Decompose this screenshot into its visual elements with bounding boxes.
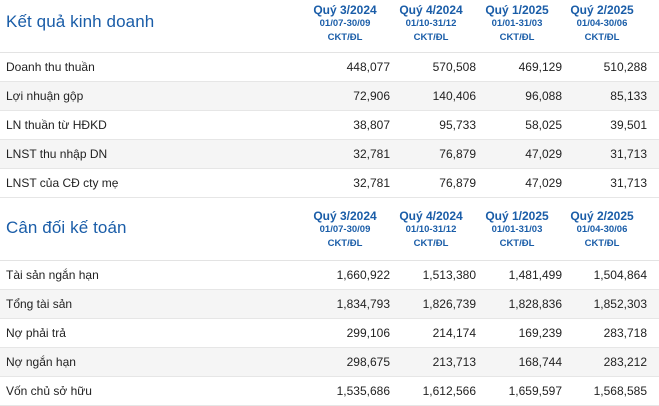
cell-value: 213,713 <box>432 355 476 369</box>
cell-value: 1,852,303 <box>593 297 647 311</box>
cell-value: 95,733 <box>439 118 476 132</box>
row-label[interactable]: Doanh thu thuần <box>6 60 95 74</box>
col-dates: 01/07-30/09 <box>319 18 371 29</box>
cell-value: 76,879 <box>439 176 476 190</box>
col-quarter: Quý 4/2024 <box>399 209 463 223</box>
table-row: LN thuần từ HĐKD 38,807 95,733 58,025 39… <box>0 111 659 140</box>
row-label[interactable]: Vốn chủ sở hữu <box>6 384 92 398</box>
col-quarter: Quý 2/2025 <box>570 209 634 223</box>
cell-value: 283,718 <box>603 326 647 340</box>
income-statement-section: Kết quả kinh doanh Quý 3/2024 01/07-30/0… <box>0 0 659 198</box>
balance-col-q1-2025[interactable]: Quý 1/2025 01/01-31/03 CKT/ĐL <box>472 209 562 251</box>
row-label[interactable]: LNST thu nhập DN <box>6 147 108 161</box>
col-unit: CKT/ĐL <box>413 32 449 43</box>
cell-value: 96,088 <box>525 89 562 103</box>
col-dates: 01/04-30/06 <box>576 224 628 235</box>
cell-value: 469,129 <box>518 60 562 74</box>
cell-value: 38,807 <box>353 118 390 132</box>
row-label[interactable]: Tổng tài sản <box>6 297 73 311</box>
cell-value: 1,834,793 <box>336 297 390 311</box>
cell-value: 58,025 <box>525 118 562 132</box>
col-quarter: Quý 3/2024 <box>313 209 377 223</box>
col-dates: 01/10-31/12 <box>405 18 457 29</box>
cell-value: 1,535,686 <box>336 384 390 398</box>
cell-value: 298,675 <box>346 355 390 369</box>
cell-value: 1,826,739 <box>422 297 476 311</box>
balance-col-q3-2024[interactable]: Quý 3/2024 01/07-30/09 CKT/ĐL <box>300 209 390 251</box>
table-row: Nợ ngắn hạn 298,675 213,713 168,744 283,… <box>0 348 659 377</box>
table-row: Tổng tài sản 1,834,793 1,826,739 1,828,8… <box>0 290 659 319</box>
cell-value: 1,828,836 <box>508 297 562 311</box>
cell-value: 39,501 <box>610 118 647 132</box>
cell-value: 1,568,585 <box>593 384 647 398</box>
cell-value: 31,713 <box>610 176 647 190</box>
row-label[interactable]: Nợ phải trả <box>6 326 66 340</box>
income-header: Kết quả kinh doanh Quý 3/2024 01/07-30/0… <box>0 0 659 53</box>
col-unit: CKT/ĐL <box>327 32 363 43</box>
col-quarter: Quý 1/2025 <box>485 3 549 17</box>
cell-value: 283,212 <box>603 355 647 369</box>
balance-sheet-section: Cân đối kế toán Quý 3/2024 01/07-30/09 C… <box>0 200 659 406</box>
row-label[interactable]: Tài sản ngắn hạn <box>6 268 99 282</box>
col-dates: 01/07-30/09 <box>319 224 371 235</box>
cell-value: 72,906 <box>353 89 390 103</box>
cell-value: 32,781 <box>353 176 390 190</box>
cell-value: 299,106 <box>346 326 390 340</box>
cell-value: 32,781 <box>353 147 390 161</box>
cell-value: 448,077 <box>346 60 390 74</box>
col-unit: CKT/ĐL <box>499 238 535 249</box>
table-row: LNST thu nhập DN 32,781 76,879 47,029 31… <box>0 140 659 169</box>
table-row: LNST của CĐ cty mẹ 32,781 76,879 47,029 … <box>0 169 659 198</box>
table-row: Tài sản ngắn hạn 1,660,922 1,513,380 1,4… <box>0 261 659 290</box>
balance-col-q2-2025[interactable]: Quý 2/2025 01/04-30/06 CKT/ĐL <box>557 209 647 251</box>
cell-value: 1,659,597 <box>508 384 562 398</box>
cell-value: 76,879 <box>439 147 476 161</box>
balance-header: Cân đối kế toán Quý 3/2024 01/07-30/09 C… <box>0 200 659 261</box>
income-col-q1-2025[interactable]: Quý 1/2025 01/01-31/03 CKT/ĐL <box>472 3 562 45</box>
col-dates: 01/01-31/03 <box>491 18 543 29</box>
col-dates: 01/01-31/03 <box>491 224 543 235</box>
cell-value: 1,612,566 <box>422 384 476 398</box>
table-row: Doanh thu thuần 448,077 570,508 469,129 … <box>0 53 659 82</box>
balance-title[interactable]: Cân đối kế toán <box>6 218 127 237</box>
table-row: Nợ phải trả 299,106 214,174 169,239 283,… <box>0 319 659 348</box>
cell-value: 1,481,499 <box>508 268 562 282</box>
cell-value: 168,744 <box>518 355 562 369</box>
cell-value: 47,029 <box>525 147 562 161</box>
table-row: Lợi nhuận gộp 72,906 140,406 96,088 85,1… <box>0 82 659 111</box>
col-quarter: Quý 4/2024 <box>399 3 463 17</box>
cell-value: 169,239 <box>518 326 562 340</box>
income-col-q2-2025[interactable]: Quý 2/2025 01/04-30/06 CKT/ĐL <box>557 3 647 45</box>
cell-value: 140,406 <box>432 89 476 103</box>
cell-value: 47,029 <box>525 176 562 190</box>
cell-value: 570,508 <box>432 60 476 74</box>
col-dates: 01/04-30/06 <box>576 18 628 29</box>
balance-col-q4-2024[interactable]: Quý 4/2024 01/10-31/12 CKT/ĐL <box>386 209 476 251</box>
cell-value: 1,504,864 <box>593 268 647 282</box>
col-quarter: Quý 3/2024 <box>313 3 377 17</box>
row-label[interactable]: Lợi nhuận gộp <box>6 89 84 103</box>
income-col-q3-2024[interactable]: Quý 3/2024 01/07-30/09 CKT/ĐL <box>300 3 390 45</box>
col-unit: CKT/ĐL <box>327 238 363 249</box>
cell-value: 31,713 <box>610 147 647 161</box>
col-quarter: Quý 1/2025 <box>485 209 549 223</box>
col-quarter: Quý 2/2025 <box>570 3 634 17</box>
cell-value: 1,660,922 <box>336 268 390 282</box>
cell-value: 85,133 <box>610 89 647 103</box>
col-unit: CKT/ĐL <box>584 238 620 249</box>
table-row: Vốn chủ sở hữu 1,535,686 1,612,566 1,659… <box>0 377 659 406</box>
income-title[interactable]: Kết quả kinh doanh <box>6 12 155 31</box>
row-label[interactable]: LN thuần từ HĐKD <box>6 118 107 132</box>
row-label[interactable]: Nợ ngắn hạn <box>6 355 76 369</box>
col-unit: CKT/ĐL <box>499 32 535 43</box>
cell-value: 214,174 <box>432 326 476 340</box>
col-unit: CKT/ĐL <box>413 238 449 249</box>
col-unit: CKT/ĐL <box>584 32 620 43</box>
col-dates: 01/10-31/12 <box>405 224 457 235</box>
row-label[interactable]: LNST của CĐ cty mẹ <box>6 176 119 190</box>
cell-value: 510,288 <box>603 60 647 74</box>
income-col-q4-2024[interactable]: Quý 4/2024 01/10-31/12 CKT/ĐL <box>386 3 476 45</box>
cell-value: 1,513,380 <box>422 268 476 282</box>
